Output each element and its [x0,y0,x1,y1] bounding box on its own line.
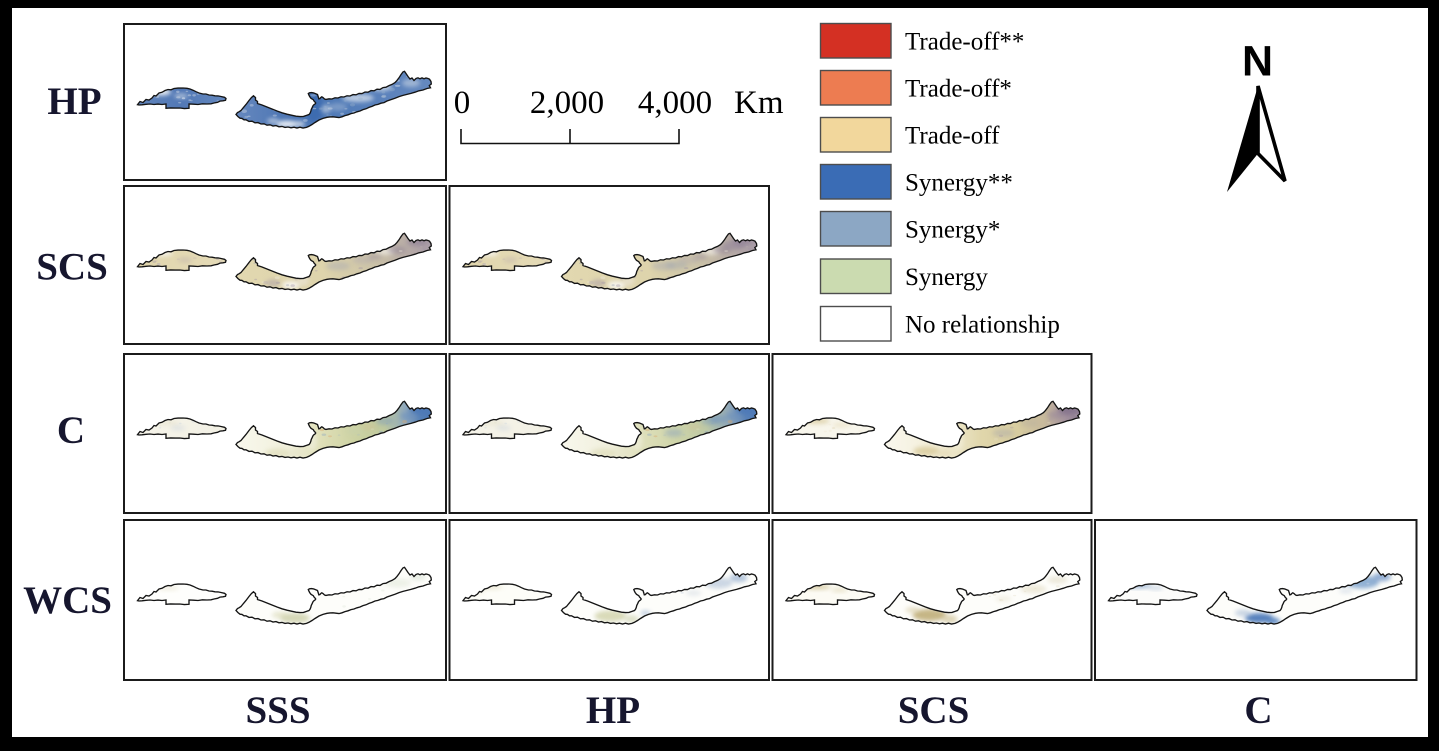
svg-text:Trade-off: Trade-off [905,123,1000,150]
svg-text:SCS: SCS [898,689,970,732]
svg-text:4,000: 4,000 [638,85,712,121]
svg-text:SCS: SCS [36,246,108,289]
svg-text:Trade-off**: Trade-off** [905,29,1024,56]
svg-text:No relationship: No relationship [905,312,1060,339]
svg-text:Synergy**: Synergy** [905,170,1013,197]
svg-text:Synergy*: Synergy* [905,217,1000,244]
svg-text:C: C [1244,689,1272,732]
svg-text:N: N [1242,38,1273,86]
svg-text:HP: HP [586,689,640,732]
svg-text:HP: HP [47,80,101,123]
svg-text:0: 0 [454,85,471,121]
svg-text:SSS: SSS [245,689,310,732]
svg-text:2,000: 2,000 [530,85,604,121]
svg-text:WCS: WCS [23,579,112,622]
svg-text:Km: Km [734,85,784,121]
svg-text:C: C [57,409,85,452]
svg-text:Synergy: Synergy [905,264,988,291]
svg-text:Trade-off*: Trade-off* [905,76,1012,103]
